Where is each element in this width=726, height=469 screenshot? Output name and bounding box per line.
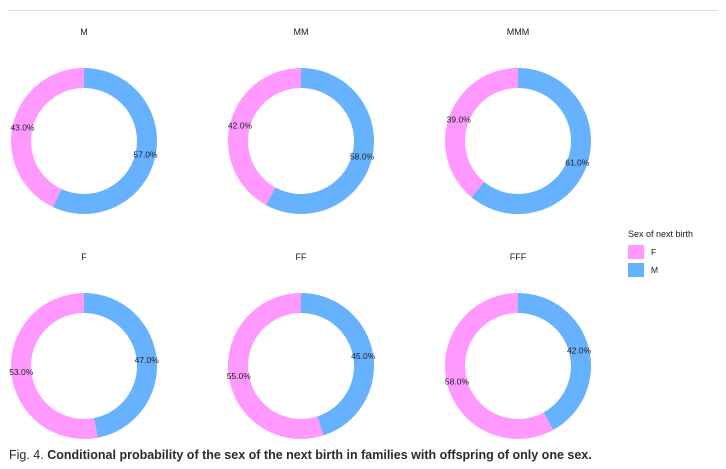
donut-slice-m [518, 293, 591, 430]
donut-panel-mmm: MMM 61.0% 39.0% [445, 27, 592, 214]
figure-number: Fig. 4. [9, 448, 44, 462]
panel-title: MM [294, 27, 309, 37]
donut-slice-m [265, 68, 375, 214]
slice-label-m: 57.0% [133, 150, 158, 160]
donut-slice-f [11, 68, 85, 208]
donut-panel-fff: FFF 42.0% 58.0% [445, 252, 592, 439]
figure-caption-text: Conditional probability of the sex of th… [47, 448, 592, 462]
donut-slice-m [52, 68, 158, 215]
panel-title: FFF [510, 252, 527, 262]
legend-label-f: F [651, 247, 656, 257]
panels-layer: M 57.0% 43.0% MM 58.0% 42.0% MMM 61.0% 39.0% F 47.… [9, 27, 592, 439]
panel-title: M [80, 27, 88, 37]
donut-panel-mm: MM 58.0% 42.0% [228, 27, 375, 214]
donut-slice-f [445, 293, 554, 439]
slice-label-m: 42.0% [567, 345, 592, 355]
donut-slice-m [84, 293, 158, 438]
donut-slice-f [228, 68, 301, 205]
donut-slice-m [301, 293, 374, 436]
donut-slice-f [445, 68, 518, 198]
top-divider [8, 10, 718, 11]
panel-title: FF [296, 252, 307, 262]
slice-label-f: 39.0% [447, 115, 472, 125]
slice-label-f: 42.0% [228, 120, 253, 130]
panel-title: MMM [507, 27, 530, 37]
legend-title: Sex of next birth [628, 229, 693, 239]
donut-panel-m: M 57.0% 43.0% [10, 27, 158, 215]
legend: Sex of next birth F M [628, 229, 693, 277]
figure-caption: Fig. 4. Conditional probability of the s… [9, 448, 592, 462]
donut-slice-f [11, 293, 98, 439]
donut-slice-f [227, 293, 324, 439]
slice-label-m: 58.0% [350, 152, 375, 162]
slice-label-m: 45.0% [351, 351, 376, 361]
panel-title: F [81, 252, 87, 262]
donut-slice-m [471, 68, 592, 214]
slice-label-f: 55.0% [227, 371, 252, 381]
legend-swatch-m [628, 263, 644, 277]
legend-swatch-f [628, 245, 644, 259]
slice-label-f: 58.0% [445, 377, 470, 387]
legend-label-m: M [651, 265, 658, 275]
donut-panel-ff: FF 45.0% 55.0% [227, 252, 376, 439]
slice-label-m: 47.0% [135, 355, 160, 365]
slice-label-f: 53.0% [9, 367, 34, 377]
donut-panel-f: F 47.0% 53.0% [9, 252, 159, 439]
slice-label-f: 43.0% [10, 122, 35, 132]
slice-label-m: 61.0% [565, 157, 590, 167]
